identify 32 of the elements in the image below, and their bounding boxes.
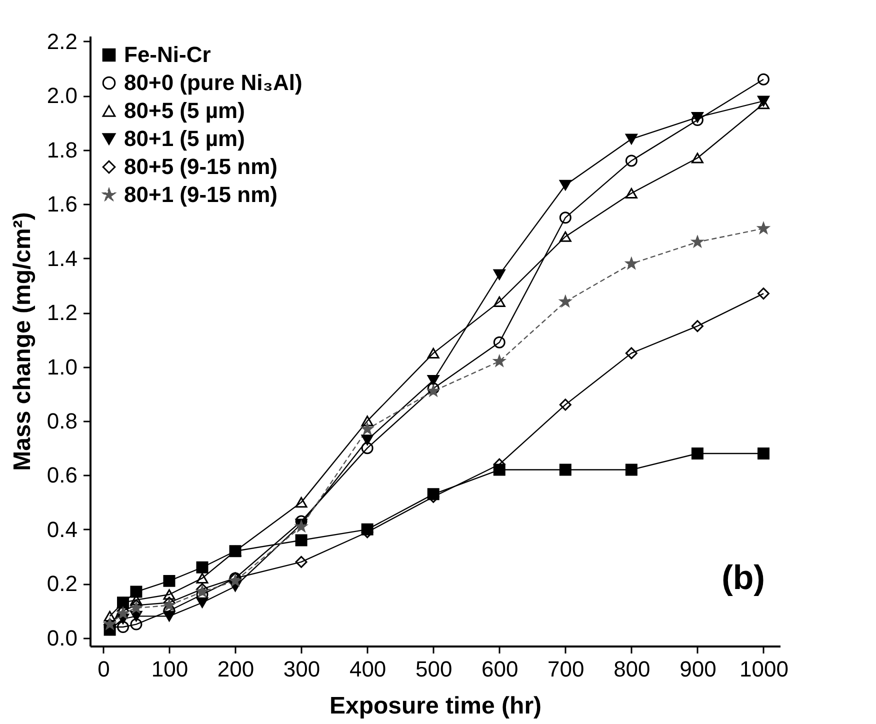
legend-label: 80+1 (5 µm) bbox=[124, 126, 245, 151]
y-tick-label: 0.4 bbox=[46, 516, 78, 542]
y-tick-label: 0.8 bbox=[46, 408, 78, 434]
y-tick-label: 1.0 bbox=[46, 354, 78, 380]
x-tick-label: 300 bbox=[283, 656, 320, 682]
x-axis-title: Exposure time (hr) bbox=[329, 692, 542, 720]
y-tick-label: 1.8 bbox=[46, 137, 78, 162]
x-tick-label: 100 bbox=[151, 656, 188, 682]
x-tick-label: 1000 bbox=[740, 656, 788, 682]
legend-label: 80+5 (5 µm) bbox=[124, 98, 245, 123]
y-tick-label: 0.6 bbox=[46, 462, 78, 488]
x-tick-label: 700 bbox=[548, 656, 584, 682]
legend-label: 80+0 (pure Ni₃Al) bbox=[124, 70, 302, 95]
x-tick-label: 900 bbox=[680, 656, 716, 682]
x-tick-label: 600 bbox=[482, 656, 518, 682]
y-tick-label: 1.4 bbox=[46, 246, 78, 271]
y-axis-title: Mass change (mg/cm²) bbox=[8, 212, 36, 471]
x-tick-label: 0 bbox=[98, 656, 110, 682]
legend-label: 80+1 (9-15 nm) bbox=[124, 182, 278, 207]
y-tick-label: 1.2 bbox=[46, 300, 78, 326]
y-tick-label: 0.2 bbox=[46, 571, 78, 596]
x-tick-label: 800 bbox=[614, 656, 650, 682]
legend-label: Fe-Ni-Cr bbox=[124, 42, 212, 67]
y-tick-label: 2.2 bbox=[46, 28, 78, 54]
y-tick-label: 1.6 bbox=[46, 192, 78, 217]
y-tick-label: 2.0 bbox=[46, 83, 78, 108]
x-tick-label: 500 bbox=[415, 656, 452, 682]
legend-label: 80+5 (9-15 nm) bbox=[124, 154, 278, 179]
annotation: (b) bbox=[722, 559, 765, 597]
x-tick-label: 400 bbox=[349, 656, 386, 682]
y-tick-label: 0.0 bbox=[46, 625, 78, 650]
x-tick-label: 200 bbox=[217, 656, 254, 682]
